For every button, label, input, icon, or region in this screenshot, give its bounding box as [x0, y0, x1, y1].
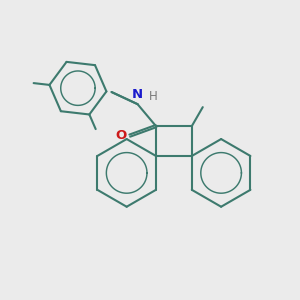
Text: O: O	[115, 129, 127, 142]
Text: N: N	[132, 88, 143, 101]
Text: H: H	[149, 91, 158, 103]
